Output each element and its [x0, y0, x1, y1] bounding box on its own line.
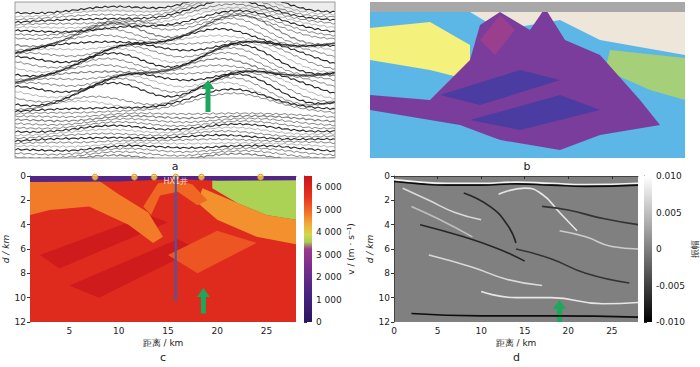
svg-text:距离 / km: 距离 / km — [496, 338, 537, 348]
svg-text:距离 / km: 距离 / km — [143, 338, 184, 348]
svg-text:0: 0 — [384, 171, 390, 181]
svg-text:15: 15 — [162, 326, 173, 336]
svg-text:15: 15 — [519, 326, 530, 336]
svg-text:4: 4 — [20, 220, 26, 230]
svg-text:-0.005: -0.005 — [656, 281, 685, 291]
svg-text:10: 10 — [379, 293, 391, 303]
svg-text:0: 0 — [391, 326, 397, 336]
svg-text:d / km: d / km — [1, 235, 11, 264]
svg-text:a: a — [172, 160, 179, 173]
svg-text:5: 5 — [435, 326, 441, 336]
svg-text:20: 20 — [211, 326, 223, 336]
svg-text:d: d — [513, 351, 520, 364]
svg-text:0.010: 0.010 — [656, 171, 682, 181]
svg-text:10: 10 — [15, 293, 27, 303]
svg-text:6 000: 6 000 — [316, 182, 342, 192]
svg-text:0: 0 — [20, 171, 26, 181]
svg-text:1 000: 1 000 — [316, 295, 342, 305]
svg-text:c: c — [160, 351, 166, 364]
svg-text:2: 2 — [384, 195, 390, 205]
svg-text:HX1井: HX1井 — [163, 176, 189, 186]
svg-text:12: 12 — [379, 317, 390, 327]
svg-text:10: 10 — [475, 326, 487, 336]
svg-text:2: 2 — [20, 195, 26, 205]
svg-text:3 000: 3 000 — [316, 250, 342, 260]
svg-text:0.005: 0.005 — [656, 208, 682, 218]
svg-text:0: 0 — [316, 317, 322, 327]
svg-text:6: 6 — [20, 244, 26, 254]
svg-text:b: b — [524, 160, 531, 173]
svg-text:4 000: 4 000 — [316, 227, 342, 237]
svg-text:2 000: 2 000 — [316, 272, 342, 282]
svg-text:-0.010: -0.010 — [656, 317, 685, 327]
svg-text:20: 20 — [563, 326, 575, 336]
svg-text:8: 8 — [20, 268, 26, 278]
svg-text:10: 10 — [113, 326, 125, 336]
svg-text:d / km: d / km — [365, 235, 375, 264]
svg-text:8: 8 — [384, 268, 390, 278]
svg-text:v / (m · s⁻¹): v / (m · s⁻¹) — [346, 223, 356, 275]
svg-text:5: 5 — [67, 326, 73, 336]
svg-text:6: 6 — [384, 244, 390, 254]
svg-text:12: 12 — [15, 317, 26, 327]
svg-text:5 000: 5 000 — [316, 205, 342, 215]
svg-text:振幅: 振幅 — [690, 240, 700, 258]
svg-text:4: 4 — [384, 220, 390, 230]
svg-text:25: 25 — [606, 326, 617, 336]
svg-text:25: 25 — [261, 326, 272, 336]
svg-text:0: 0 — [656, 244, 662, 254]
